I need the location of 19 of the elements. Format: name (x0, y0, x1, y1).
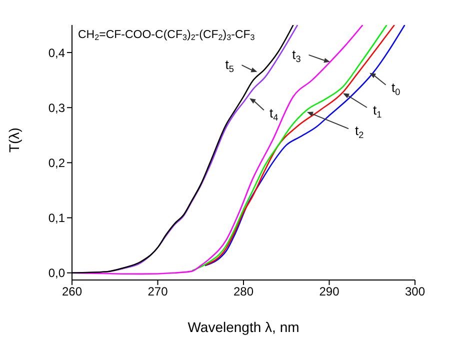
x-axis-title: Wavelength λ, nm (188, 319, 300, 335)
text: CH$_{2}$=CF-COO-C(CF$_{3}$)$_{2}$-(CF$_{2}$)$_{3}$-CF$_{3}$ (78, 29, 255, 42)
annotation: t$_{4}$ (270, 105, 278, 122)
annotation: t$_{0}$ (392, 80, 400, 97)
annotation: t$_{2}$ (354, 123, 364, 140)
x-tick-label: 270 (148, 284, 168, 299)
y-tick-label: 0,1 (48, 211, 66, 226)
y-tick-label: 0,4 (48, 46, 66, 60)
annotation: t$_{1}$ (372, 102, 382, 119)
x-tick-label: 300 (404, 284, 426, 299)
y-axis-title: T(λ) (6, 128, 22, 152)
annotation: t$_{3}$ (292, 46, 301, 64)
y-tick-label: 0,2 (48, 156, 66, 170)
y-tick-label: 0,0 (48, 266, 66, 280)
x-tick-label: 290 (319, 284, 340, 299)
x-tick-label: 260 (62, 284, 82, 299)
y-tick-label: 0,3 (48, 100, 66, 115)
annotation: t$_{5}$ (225, 56, 234, 74)
x-tick-label: 280 (233, 284, 254, 299)
